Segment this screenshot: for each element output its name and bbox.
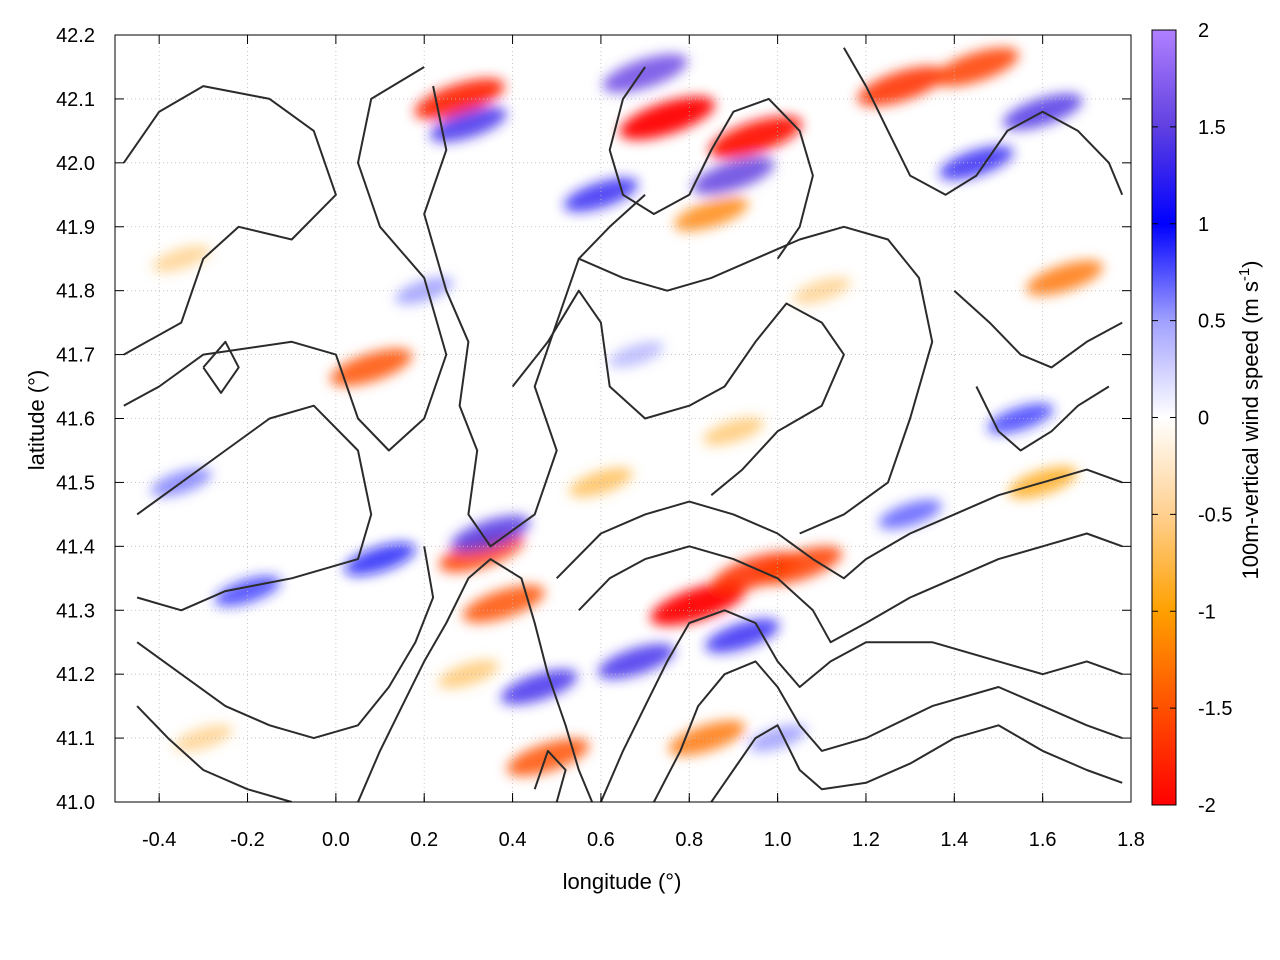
heat-spot	[569, 467, 633, 498]
heat-spot	[857, 66, 946, 107]
x-tick-label: 0.4	[499, 829, 527, 851]
contour-line	[599, 609, 1123, 802]
contour-line	[653, 660, 1123, 802]
contour-line	[123, 66, 448, 452]
heat-spot	[705, 618, 780, 653]
heat-spot	[344, 542, 416, 576]
heat-spot	[703, 417, 764, 446]
contour-line	[423, 85, 646, 548]
colorbar-title-sup: -1	[1236, 268, 1253, 281]
contour-line	[533, 749, 567, 802]
heat-spot	[462, 585, 545, 623]
colorbar-title-end: )	[1238, 260, 1263, 267]
x-tick-label: 1.4	[940, 829, 968, 851]
y-axis: 41.0 41.1 41.2 41.3 41.4 41.5 41.6 41.7 41.8 41.9…	[56, 25, 1131, 814]
colorbar-title-main: 100m-vertical wind speed (m s	[1238, 281, 1263, 579]
x-tick-label: 1.0	[764, 829, 792, 851]
contour-line	[136, 404, 373, 612]
colorbar-title: 100m-vertical wind speed (m s-1)	[1236, 260, 1263, 579]
heat-spot	[429, 106, 507, 143]
heat-spot	[933, 47, 1019, 87]
colorbar-tick-label: -1.5	[1198, 698, 1232, 720]
heat-spot	[1026, 260, 1104, 296]
heat-spot	[748, 724, 807, 752]
contour-line	[578, 532, 1123, 644]
y-tick-label: 41.8	[56, 281, 95, 303]
y-tick-label: 41.9	[56, 217, 95, 239]
x-tick-label: 0.2	[410, 829, 438, 851]
heat-spot	[500, 669, 578, 705]
x-tick-label: 0.0	[322, 829, 350, 851]
heat-spot	[674, 196, 749, 232]
x-tick-label: -0.2	[230, 829, 264, 851]
heat-spot	[597, 643, 675, 680]
y-tick-label: 41.5	[56, 472, 95, 494]
colorbar-tick-label: -0.5	[1198, 504, 1232, 526]
x-axis-title: longitude (°)	[563, 869, 682, 894]
contour-line	[578, 225, 934, 535]
contour-line	[953, 289, 1123, 369]
y-tick-label: 41.0	[56, 792, 95, 814]
colorbar-tick-label: 1	[1198, 214, 1209, 236]
heat-spot	[395, 277, 454, 305]
y-axis-title: latitude (°)	[24, 370, 49, 471]
heat-spot	[939, 145, 1014, 180]
y-tick-label: 42.1	[56, 89, 95, 111]
heat-spot	[506, 738, 590, 777]
heat-spot	[668, 720, 746, 756]
heat-spot	[152, 245, 211, 273]
heat-spot	[709, 116, 802, 159]
heat-spot	[692, 156, 775, 195]
x-tick-label: -0.4	[142, 829, 176, 851]
y-tick-label: 41.6	[56, 409, 95, 431]
contour-lines	[122, 47, 1124, 802]
colorbar-tick-label: 1.5	[1198, 117, 1226, 139]
x-tick-label: 0.8	[675, 829, 703, 851]
y-tick-label: 41.1	[56, 728, 95, 750]
heat-spot	[757, 546, 843, 585]
y-tick-label: 41.2	[56, 664, 95, 686]
x-tick-label: 0.6	[587, 829, 615, 851]
heat-spot	[619, 96, 715, 140]
heat-spot	[330, 348, 413, 387]
heat-spot	[878, 499, 942, 530]
x-axis: -0.4 -0.2 0.0 0.2 0.4 0.6 0.8 1.0 1.2 1.4 1.6 1.8	[142, 35, 1145, 851]
colorbar-tick-label: 0.5	[1198, 311, 1226, 333]
contour-line	[555, 468, 1123, 580]
colorbar-tick-label: -2	[1198, 795, 1216, 817]
y-tick-label: 42.0	[56, 153, 95, 175]
colorbar-tick-label: -1	[1198, 601, 1216, 623]
heat-spot	[650, 582, 746, 626]
x-tick-label: 1.8	[1117, 829, 1145, 851]
heat-spot	[792, 277, 851, 305]
colorbar-tick-label: 0	[1198, 408, 1209, 430]
y-tick-label: 41.4	[56, 536, 95, 558]
contour-line	[136, 705, 292, 802]
x-tick-label: 1.6	[1029, 829, 1057, 851]
contour-line	[357, 558, 594, 802]
colorbar-ticks: 2 1.5 1 0.5 0 -0.5 -1 -1.5 -2	[1152, 20, 1232, 817]
heat-spot	[987, 403, 1054, 434]
y-tick-label: 41.3	[56, 600, 95, 622]
heat-spot	[437, 659, 499, 689]
contour-line	[202, 340, 240, 394]
y-tick-label: 42.2	[56, 25, 95, 47]
contour-line	[843, 47, 1124, 196]
contour-line	[511, 289, 845, 496]
contour-line	[122, 85, 337, 356]
heat-spot	[450, 515, 531, 552]
x-tick-label: 1.2	[852, 829, 880, 851]
heat-spot	[602, 53, 688, 93]
contour-line	[136, 546, 435, 740]
colorbar-tick-label: 2	[1198, 20, 1209, 42]
contour-line	[975, 385, 1110, 452]
contour-line	[710, 724, 1123, 802]
heat-spot	[608, 341, 665, 368]
y-tick-label: 41.7	[56, 345, 95, 367]
contour-line	[608, 66, 814, 260]
